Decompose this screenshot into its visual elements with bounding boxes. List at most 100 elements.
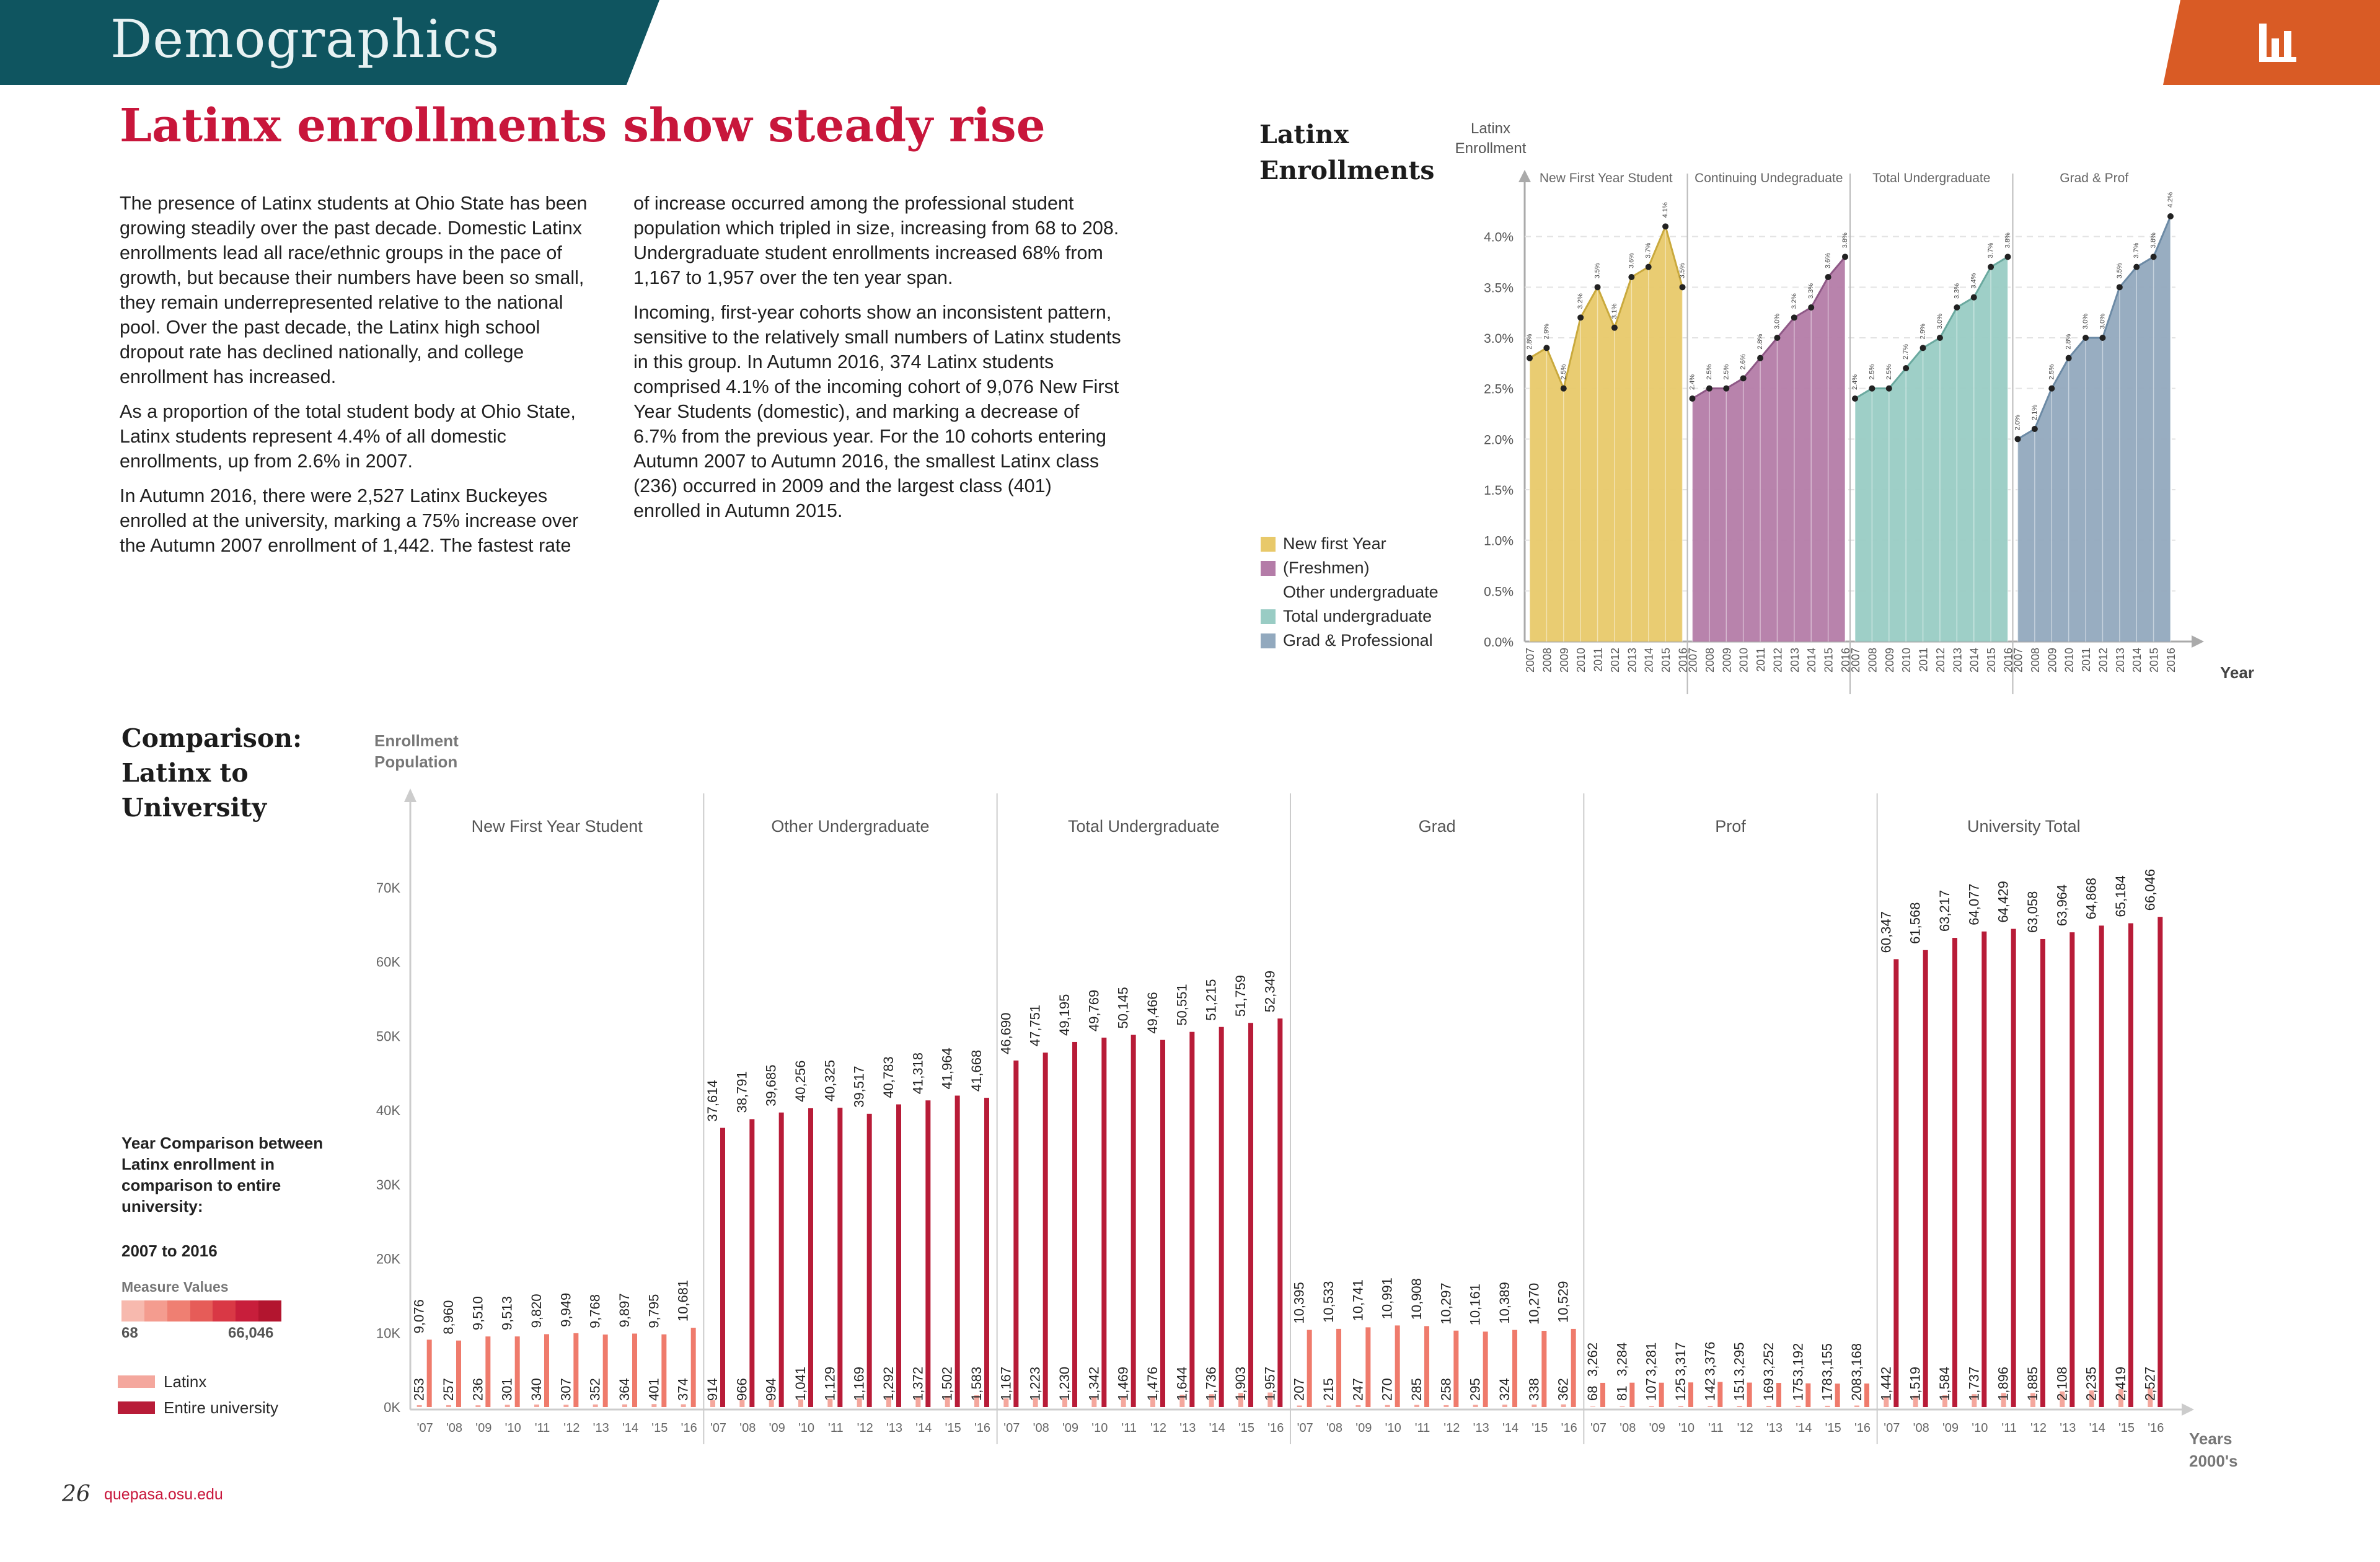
y-tick-label: 1.5%	[1484, 483, 1514, 498]
university-bar	[2011, 929, 2016, 1407]
data-point	[1988, 263, 1994, 270]
x-tick-label: '08	[1913, 1421, 1929, 1435]
xlabel-line: Years	[2189, 1429, 2232, 1448]
legend-label: Total undergraduate	[1283, 607, 1432, 625]
latinx-bar	[1942, 1395, 1947, 1407]
latinx-bar	[446, 1405, 451, 1407]
latinx-bar	[2060, 1391, 2065, 1407]
latinx-value-label: 207	[1292, 1378, 1307, 1401]
latinx-bar	[1590, 1406, 1595, 1407]
x-tick-label: '09	[475, 1421, 491, 1435]
data-label: 3.8%	[2150, 232, 2157, 248]
x-tick-label: '16	[681, 1421, 697, 1435]
university-bar	[954, 1095, 960, 1407]
latinx-bar	[505, 1405, 510, 1407]
data-point	[1954, 304, 1960, 311]
university-bar	[1629, 1382, 1635, 1407]
x-tick-label: 2007	[2012, 648, 2025, 673]
latinx-bar	[1355, 1405, 1361, 1407]
latinx-bar	[2118, 1389, 2123, 1407]
x-tick-label: '13	[1179, 1421, 1196, 1435]
x-tick-label: 2015	[2148, 648, 2161, 673]
article-column-2: of increase occurred among the professio…	[633, 191, 1123, 533]
data-label: 2.7%	[1902, 344, 1910, 360]
x-tick-label: 2015	[1823, 648, 1835, 673]
x-tick-label: 2014	[2131, 648, 2143, 673]
latinx-bar	[1326, 1405, 1331, 1407]
data-point	[2082, 335, 2089, 341]
y-tick-label: 50K	[376, 1028, 400, 1044]
latinx-value-label: 253	[412, 1378, 427, 1401]
panel-header: New First Year Student	[472, 817, 643, 836]
latinx-bar	[2001, 1393, 2006, 1407]
series-line	[1854, 256, 2009, 400]
data-point	[1628, 274, 1635, 280]
latinx-value-label: 1,519	[1908, 1367, 1923, 1401]
data-label: 3.8%	[2004, 232, 2012, 248]
university-bar	[1512, 1330, 1517, 1407]
data-label: 3.5%	[1679, 263, 1686, 278]
university-bar	[514, 1336, 520, 1407]
x-tick-label: '14	[2089, 1421, 2105, 1435]
university-value-label: 9,513	[500, 1296, 515, 1330]
university-value-label: 3,168	[1849, 1343, 1864, 1377]
latinx-value-label: 2,527	[2142, 1367, 2157, 1401]
data-label: 2.4%	[1851, 374, 1859, 390]
data-point	[1706, 385, 1712, 392]
university-bar	[749, 1119, 755, 1407]
y-tick-label: 40K	[376, 1103, 400, 1118]
legend-swatch	[1261, 560, 1276, 576]
comparison-title-line: Latinx to	[121, 758, 249, 788]
latinx-value-label: 401	[646, 1378, 661, 1401]
university-value-label: 52,349	[1262, 971, 1277, 1012]
data-label: 4.2%	[2167, 192, 2174, 208]
university-value-label: 3,192	[1790, 1343, 1805, 1377]
data-point	[1679, 284, 1686, 291]
latinx-value-label: 215	[1321, 1378, 1336, 1401]
university-value-label: 41,318	[910, 1052, 925, 1094]
data-label: 3.2%	[1791, 293, 1798, 309]
latinx-bar	[1297, 1405, 1302, 1407]
latinx-value-label: 362	[1556, 1378, 1571, 1401]
data-label: 3.6%	[1825, 253, 1832, 268]
university-value-label: 66,046	[2142, 869, 2157, 911]
university-value-label: 3,317	[1673, 1342, 1688, 1376]
latinx-value-label: 68	[1585, 1386, 1600, 1401]
area-series	[1692, 257, 1845, 642]
x-tick-label: '11	[2001, 1421, 2017, 1435]
latinx-bar	[651, 1404, 657, 1407]
latinx-value-label: 1,885	[2025, 1367, 2040, 1401]
x-tick-label: 2011	[2080, 648, 2092, 672]
legend-label: Entire university	[164, 1398, 278, 1417]
measure-min: 68	[121, 1325, 138, 1341]
x-tick-label: '12	[1737, 1421, 1753, 1435]
x-tick-label: '07	[417, 1421, 433, 1435]
university-value-label: 40,256	[793, 1061, 808, 1102]
legend-label: (Freshmen)	[1283, 558, 1370, 577]
university-value-label: 49,466	[1145, 992, 1160, 1033]
latinx-value-label: 324	[1497, 1378, 1512, 1401]
latinx-bar	[945, 1396, 950, 1407]
data-point	[2065, 355, 2072, 361]
university-value-label: 60,347	[1878, 911, 1893, 953]
latinx-chart-xlabel: Year	[2220, 663, 2254, 682]
latinx-bar	[739, 1400, 745, 1407]
x-tick-label: '09	[1649, 1421, 1665, 1435]
legend-item: Entire university	[118, 1395, 278, 1421]
paragraph: The presence of Latinx students at Ohio …	[120, 193, 588, 387]
university-bar	[1395, 1325, 1400, 1407]
area-series	[1530, 226, 1683, 642]
university-value-label: 63,058	[2025, 891, 2040, 933]
x-tick-label: '15	[945, 1421, 961, 1435]
measure-values-gradient	[121, 1300, 282, 1322]
university-bar	[1189, 1031, 1195, 1407]
university-value-label: 51,215	[1204, 979, 1219, 1020]
latinx-value-label: 142	[1702, 1378, 1717, 1401]
data-label: 3.6%	[1628, 253, 1635, 268]
x-tick-label: 2011	[1592, 648, 1605, 672]
x-tick-label: 2009	[1721, 648, 1733, 673]
y-tick-label: 60K	[376, 955, 400, 970]
university-value-label: 8,960	[441, 1300, 456, 1335]
data-label: 3.3%	[1807, 283, 1815, 299]
latinx-value-label: 208	[1849, 1378, 1864, 1401]
